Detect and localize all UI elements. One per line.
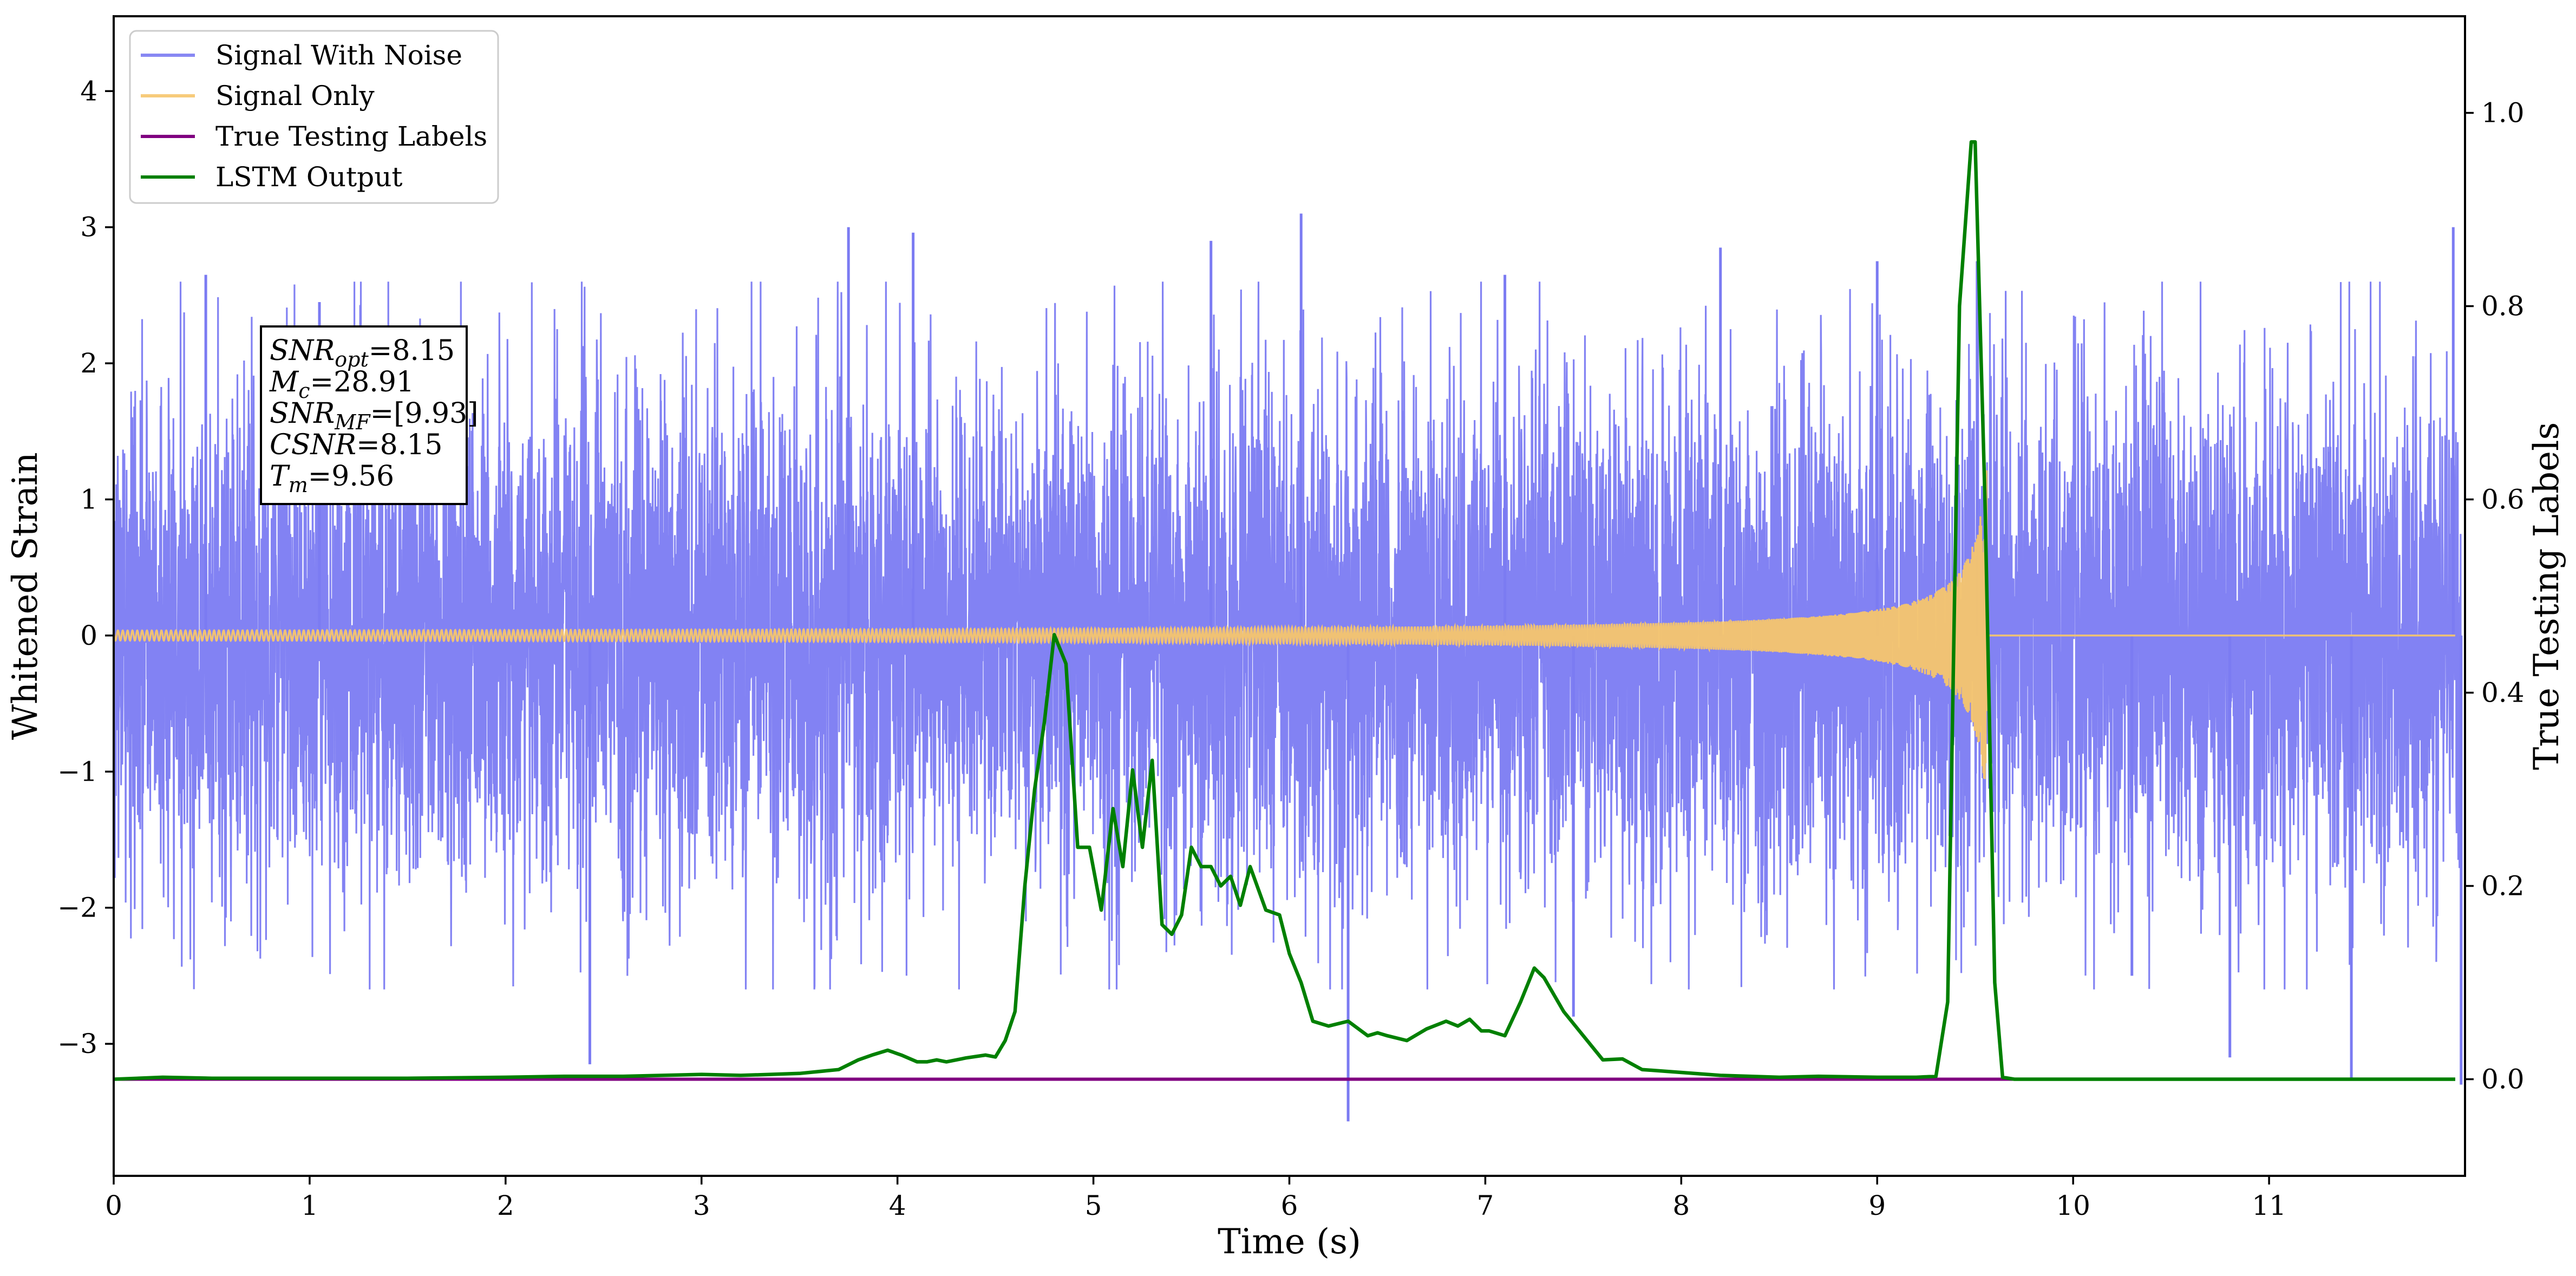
y2-tick-label-2: 0.4 (2481, 677, 2525, 709)
x-tick-label-3: 3 (693, 1190, 710, 1221)
y2-axis-label: True Testing Labels (2527, 422, 2567, 770)
y-tick-label-1: −2 (57, 892, 97, 924)
legend-label-2: True Testing Labels (215, 121, 487, 152)
y-tick-label-6: 3 (80, 212, 97, 243)
y2-tick-label-3: 0.6 (2481, 484, 2525, 515)
annotation-line-2: SNRMF=[9.93] (270, 397, 479, 434)
annotation-sub-1: c (298, 379, 310, 403)
annotation-line-3: CSNR=8.15 (270, 429, 442, 461)
annotation-value-2: =[9.93] (370, 397, 479, 430)
series-3-line (113, 140, 2455, 1081)
annotation-var-4: T (270, 460, 290, 493)
annotation-frame (260, 325, 468, 505)
annotation-sub-2: MF (334, 410, 371, 434)
x-tick-label-2: 2 (497, 1190, 514, 1221)
annotation-value-4: =9.56 (308, 460, 394, 493)
x-tick-label-7: 7 (1477, 1190, 1494, 1221)
annotation-value-0: =8.15 (369, 335, 455, 367)
series-0-line (114, 282, 2462, 990)
y-tick-label-3: 0 (80, 620, 97, 651)
x-tick-label-1: 1 (301, 1190, 318, 1221)
y-tick-label-2: −1 (57, 756, 97, 787)
annotation-value-3: =8.15 (356, 429, 442, 461)
y-tick-label-4: 1 (80, 484, 97, 515)
y2-tick-label-5: 1.0 (2481, 97, 2525, 129)
x-tick-label-6: 6 (1281, 1190, 1298, 1221)
x-tick-label-0: 0 (105, 1190, 122, 1221)
legend-label-1: Signal Only (215, 80, 375, 112)
annotation-var-2: SNR (270, 397, 335, 430)
legend: Signal With Noise Signal Only True Testing… (129, 30, 499, 204)
annotation-sub-4: m (289, 473, 308, 497)
legend-label-3: LSTM Output (215, 161, 402, 193)
annotation-var-0: SNR (270, 335, 335, 367)
x-tick-label-5: 5 (1085, 1190, 1102, 1221)
x-tick-label-10: 10 (2056, 1190, 2090, 1221)
annotation-value-1: =28.91 (310, 366, 414, 398)
annotation-var-3: CSNR (270, 429, 356, 461)
parameter-annotation-box: SNRopt=8.15Mc=28.91SNRMF=[9.93]CSNR=8.15… (260, 325, 479, 505)
annotation-var-1: M (269, 366, 299, 398)
y2-tick-label-0: 0.0 (2481, 1064, 2525, 1095)
y-axis-ticks: −3 −2 −1 0 1 2 3 4 (57, 75, 114, 1059)
x-tick-label-11: 11 (2252, 1190, 2286, 1221)
x-tick-label-9: 9 (1868, 1190, 1886, 1221)
annotation-line-0: SNRopt=8.15 (270, 335, 455, 371)
y-tick-label-0: −3 (57, 1028, 97, 1059)
x-axis-label: Time (s) (1218, 1222, 1361, 1262)
y2-tick-label-4: 0.8 (2481, 291, 2525, 322)
legend-box (129, 30, 499, 204)
lstm-series-group (113, 140, 2455, 1081)
y-axis-label: Whitened Strain (5, 452, 45, 740)
x-axis-ticks: 0 1 2 3 4 5 6 7 8 9 10 11 (105, 1176, 2286, 1221)
signal-series-group (114, 470, 2455, 780)
annotation-line-1: Mc=28.91 (269, 366, 414, 403)
y-tick-label-7: 4 (80, 75, 97, 107)
series-1-line (114, 470, 2455, 780)
y-tick-label-5: 2 (80, 348, 97, 379)
legend-label-0: Signal With Noise (215, 40, 462, 71)
x-tick-label-8: 8 (1672, 1190, 1690, 1221)
annotation-line-4: Tm=9.56 (270, 460, 394, 497)
annotation-sub-0: opt (335, 348, 369, 371)
y2-axis-ticks: 0.0 0.2 0.4 0.6 0.8 1.0 (2465, 97, 2525, 1095)
noise-series-group (114, 213, 2463, 1122)
y2-tick-label-1: 0.2 (2481, 871, 2525, 902)
x-tick-label-4: 4 (889, 1190, 906, 1221)
